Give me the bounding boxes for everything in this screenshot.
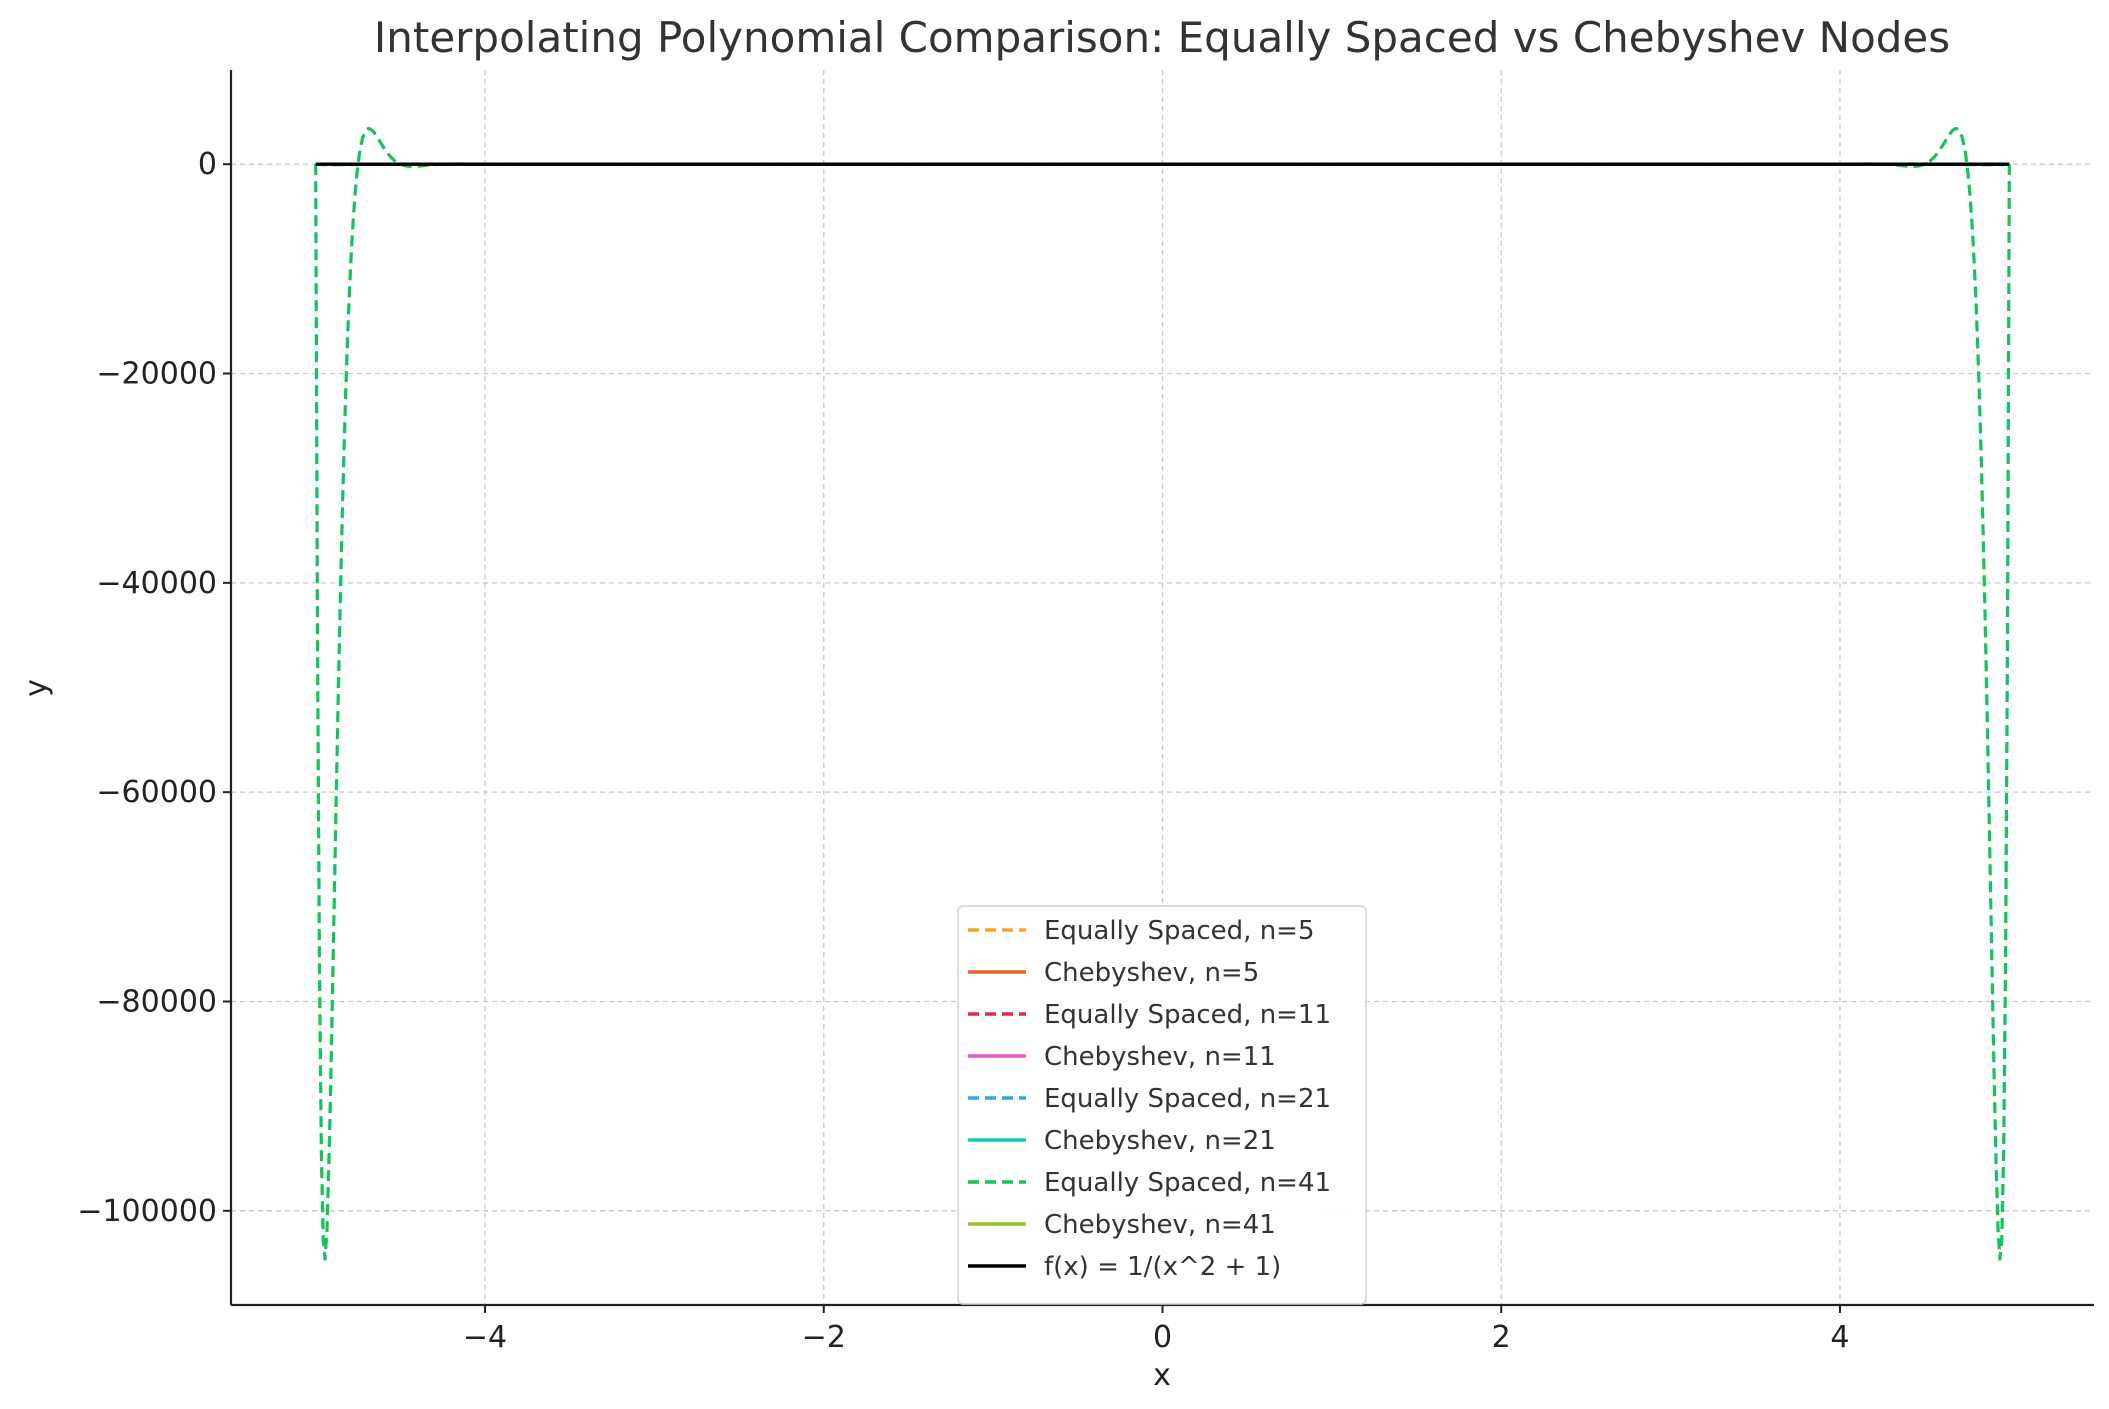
legend-label: Equally Spaced, n=5 (1044, 916, 1315, 946)
x-axis-label: x (1153, 1358, 1171, 1393)
x-tick-label: −4 (463, 1320, 507, 1355)
y-tick-label: −60000 (96, 775, 217, 810)
x-tick-label: 4 (1830, 1320, 1849, 1355)
legend-label: Equally Spaced, n=41 (1044, 1168, 1331, 1198)
series (314, 126, 2011, 1261)
legend-label: Equally Spaced, n=11 (1044, 1000, 1331, 1030)
y-tick-label: −40000 (96, 566, 217, 601)
x-tick-label: −2 (802, 1320, 846, 1355)
y-axis-label: y (19, 679, 54, 697)
chart-title: Interpolating Polynomial Comparison: Equ… (374, 13, 1950, 62)
y-tick-label: −20000 (96, 357, 217, 392)
y-tick-label: 0 (198, 147, 217, 182)
y-tick-label: −80000 (96, 984, 217, 1019)
legend-label: Chebyshev, n=21 (1044, 1126, 1276, 1156)
legend-label: Chebyshev, n=5 (1044, 958, 1259, 988)
legend: Equally Spaced, n=5 Chebyshev, n=5 Equally… (957, 905, 1367, 1305)
legend-label: Chebyshev, n=41 (1044, 1210, 1276, 1240)
legend-label: f(x) = 1/(x^2 + 1) (1044, 1252, 1281, 1282)
x-tick-label: 2 (1492, 1320, 1511, 1355)
y-tick-label: −100000 (77, 1194, 217, 1229)
legend-box (957, 905, 1367, 1305)
x-tick-label: 0 (1153, 1320, 1172, 1355)
ticks: −4 −2 0 2 4 0 −20000 −40000 −60000 −80000 −100000 (77, 147, 1849, 1355)
legend-label: Equally Spaced, n=21 (1044, 1084, 1331, 1114)
legend-label: Chebyshev, n=11 (1044, 1042, 1276, 1072)
